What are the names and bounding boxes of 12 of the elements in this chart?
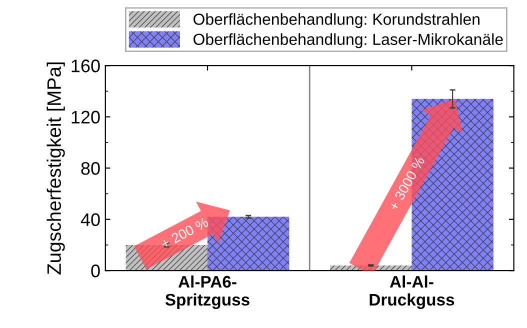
- x-tick-label: Al-Al- Druckguss: [370, 275, 454, 310]
- annotation: + 3000 %: [388, 156, 425, 212]
- y-axis-title: Zugscherfestigkeit [MPa]: [46, 62, 65, 274]
- x-tick-label: Al-PA6- Spritzguss: [165, 275, 250, 310]
- y-tick-label: 40: [80, 213, 100, 226]
- legend-label: Oberflächenbehandlung: Korundstrahlen: [194, 13, 480, 28]
- y-tick-label: 0: [91, 264, 100, 278]
- y-tick-label: 80: [81, 162, 100, 175]
- y-tick-label: 160: [72, 60, 100, 72]
- legend-label: Oberflächenbehandlung: Laser-Mikrokanäle: [194, 33, 503, 48]
- annotation: + 200 %: [160, 216, 210, 250]
- y-tick-label: 120: [72, 110, 100, 124]
